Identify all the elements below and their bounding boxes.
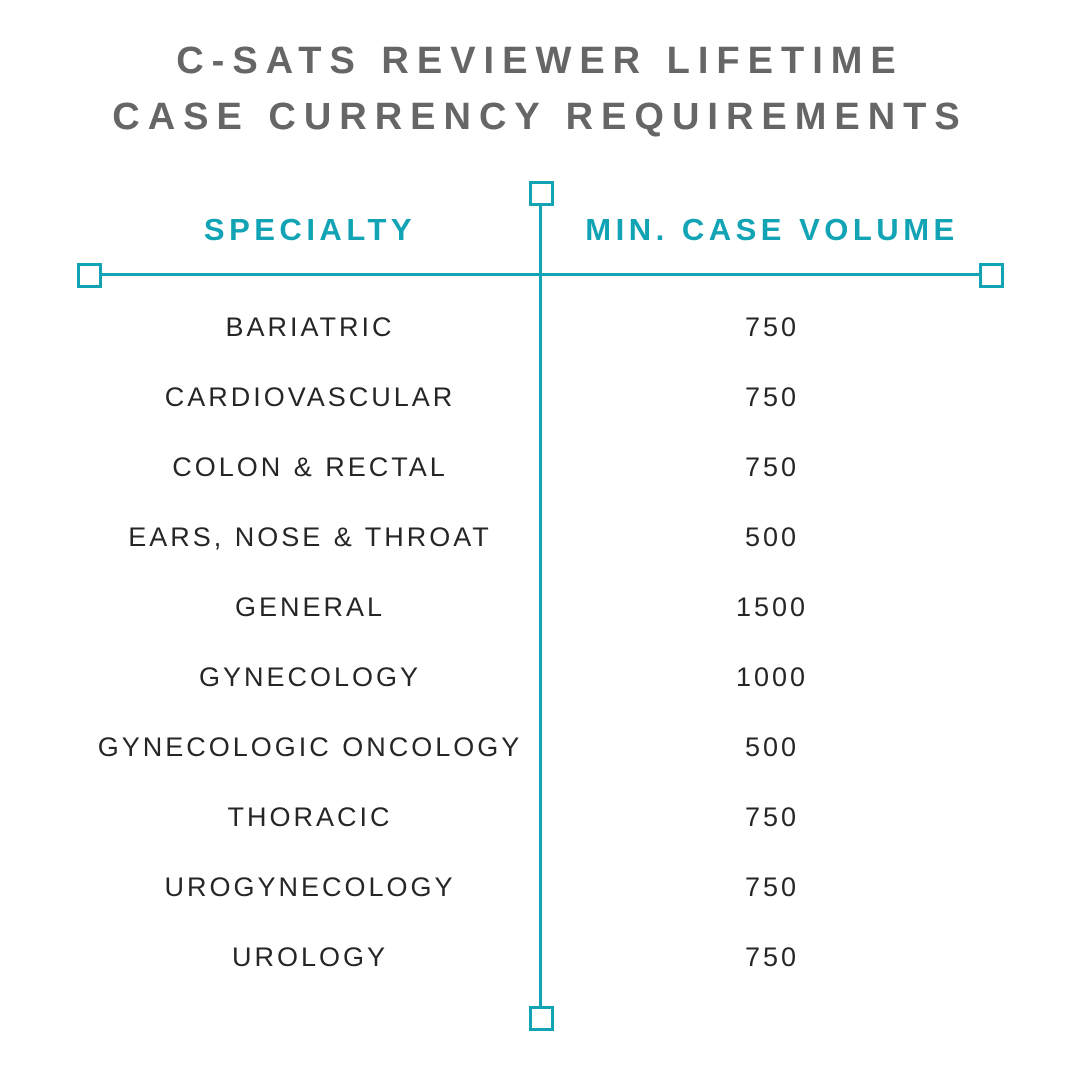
volume-cell: 1000 (735, 662, 809, 692)
table-row: GYNECOLOGIC ONCOLOGY 500 (0, 717, 1080, 787)
table-row: UROLOGY 750 (0, 927, 1080, 997)
table-row: BARIATRIC 750 (0, 297, 1080, 367)
table-row: GENERAL 1500 (0, 577, 1080, 647)
page-title-line-1: C-SATS REVIEWER LIFETIME (176, 40, 904, 82)
table-row: COLON & RECTAL 750 (0, 437, 1080, 507)
specialty-cell: GENERAL (234, 592, 386, 622)
page-title-line-2: CASE CURRENCY REQUIREMENTS (112, 96, 968, 138)
specialty-cell: UROGYNECOLOGY (164, 872, 456, 902)
volume-cell: 750 (744, 312, 800, 342)
specialty-cell: THORACIC (227, 802, 393, 832)
volume-cell: 500 (744, 732, 800, 762)
table-row: CARDIOVASCULAR 750 (0, 367, 1080, 437)
specialty-cell: GYNECOLOGIC ONCOLOGY (97, 732, 523, 762)
header-divider-line (100, 273, 980, 276)
specialty-cell: GYNECOLOGY (198, 662, 422, 692)
volume-cell: 750 (744, 452, 800, 482)
specialty-cell: BARIATRIC (225, 312, 395, 342)
top-square-handle-icon (529, 181, 554, 206)
bottom-square-handle-icon (529, 1006, 554, 1031)
specialty-cell: UROLOGY (231, 942, 389, 972)
table-row: EARS, NOSE & THROAT 500 (0, 507, 1080, 577)
specialty-cell: CARDIOVASCULAR (164, 382, 456, 412)
table-row: UROGYNECOLOGY 750 (0, 857, 1080, 927)
volume-cell: 750 (744, 382, 800, 412)
table-row: THORACIC 750 (0, 787, 1080, 857)
volume-cell: 750 (744, 872, 800, 902)
specialty-cell: COLON & RECTAL (172, 452, 448, 482)
volume-cell: 1500 (735, 592, 809, 622)
requirements-table-body: BARIATRIC 750 CARDIOVASCULAR 750 COLON &… (0, 297, 1080, 997)
volume-cell: 750 (744, 942, 800, 972)
right-square-handle-icon (979, 263, 1004, 288)
left-square-handle-icon (77, 263, 102, 288)
specialty-cell: EARS, NOSE & THROAT (128, 522, 492, 552)
volume-cell: 750 (744, 802, 800, 832)
volume-cell: 500 (744, 522, 800, 552)
column-divider-line (539, 203, 542, 1007)
volume-column-header: MIN. CASE VOLUME (585, 212, 959, 247)
specialty-column-header: SPECIALTY (203, 212, 417, 247)
table-row: GYNECOLOGY 1000 (0, 647, 1080, 717)
